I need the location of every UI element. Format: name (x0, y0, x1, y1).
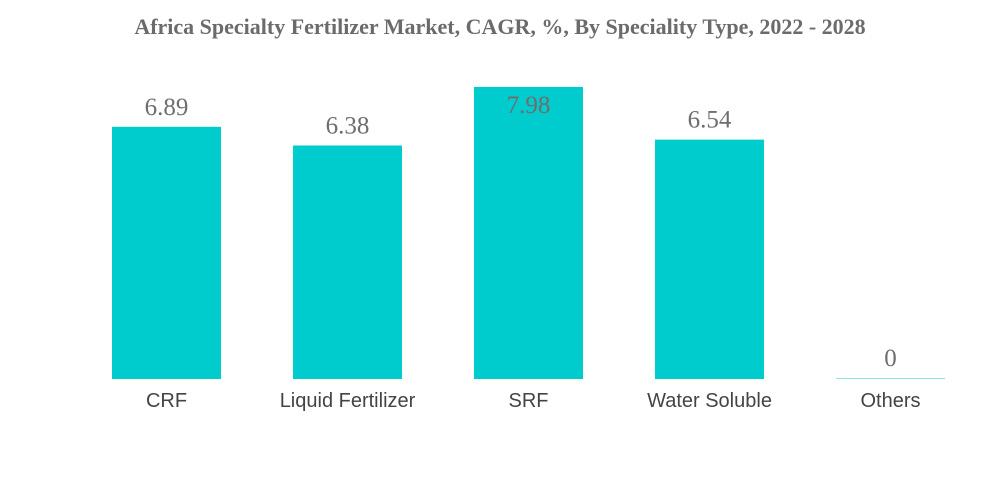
value-label-others: 0 (884, 345, 897, 372)
value-label-srf: 7.98 (507, 92, 551, 119)
bar-crf (112, 126, 221, 380)
bar-liquid-fertilizer (293, 145, 402, 379)
category-label-crf: CRF (146, 390, 187, 412)
category-label-liquid-fertilizer: Liquid Fertilizer (280, 390, 416, 412)
bar-others (836, 378, 945, 379)
category-label-srf: SRF (509, 390, 549, 412)
bar-water-soluble (655, 139, 764, 379)
value-labels-group: 6.89 6.38 7.98 6.54 0 (145, 92, 897, 372)
value-label-liquid-fertilizer: 6.38 (326, 112, 370, 139)
value-label-crf: 6.89 (145, 94, 189, 121)
bar-srf (474, 86, 583, 379)
value-label-water-soluble: 6.54 (688, 107, 732, 134)
bars-group (112, 86, 945, 380)
chart-title: Africa Specialty Fertilizer Market, CAGR… (134, 14, 866, 39)
category-label-others: Others (860, 390, 920, 412)
category-label-water-soluble: Water Soluble (647, 390, 772, 412)
category-labels-group: CRF Liquid Fertilizer SRF Water Soluble Othe… (146, 390, 921, 412)
